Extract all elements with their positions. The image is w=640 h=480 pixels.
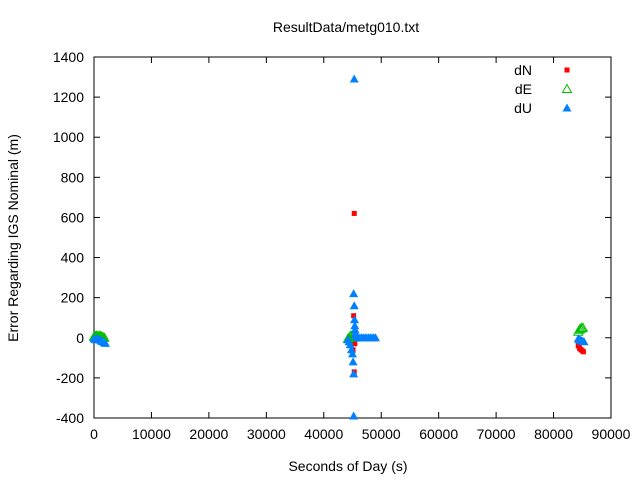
series-dU (89, 74, 589, 420)
y-tick-label: -400 (56, 410, 84, 426)
y-tick-label: -200 (56, 370, 84, 386)
x-tick-label: 0 (90, 426, 98, 442)
point-dN (351, 313, 357, 319)
y-tick-label: 400 (61, 250, 85, 266)
x-tick-label: 20000 (189, 426, 228, 442)
point-dN (351, 210, 357, 216)
y-tick-label: 1400 (53, 49, 84, 65)
x-tick-label: 90000 (592, 426, 631, 442)
point-dU (349, 74, 359, 83)
point-dU (579, 337, 589, 346)
point-dU (350, 325, 360, 334)
chart-legend: dN dE dU (514, 62, 573, 116)
legend-marker-dN (564, 67, 570, 73)
legend-label: dN (514, 62, 532, 78)
y-tick-label: 1200 (53, 89, 84, 105)
point-dE (574, 324, 585, 334)
y-tick-label: 200 (61, 290, 85, 306)
point-dU (349, 289, 359, 298)
chart-title: ResultData/metg010.txt (273, 19, 419, 35)
legend-marker-dE (561, 83, 573, 93)
y-tick-label: 800 (61, 169, 85, 185)
point-dU (100, 338, 110, 347)
series-dE (88, 322, 589, 343)
point-dU (345, 340, 355, 349)
point-dU (349, 411, 359, 420)
x-tick-label: 40000 (304, 426, 343, 442)
x-tick-label: 80000 (534, 426, 573, 442)
data-points (88, 74, 589, 420)
legend-marker-dU (562, 103, 572, 112)
x-tick-label: 60000 (419, 426, 458, 442)
y-tick-label: 1000 (53, 129, 84, 145)
x-tick-label: 70000 (477, 426, 516, 442)
point-dU (348, 349, 357, 358)
point-dN (352, 341, 358, 347)
legend-label: dE (515, 81, 532, 97)
point-dN (580, 349, 586, 355)
x-tick-label: 10000 (132, 426, 171, 442)
point-dE (575, 323, 586, 333)
x-tick-label: 50000 (362, 426, 401, 442)
point-dE (577, 322, 589, 332)
point-dU (350, 315, 360, 324)
x-axis-ticks: 0 10000 20000 30000 40000 50000 60000 70000 8000… (90, 57, 631, 442)
point-dU (370, 333, 380, 342)
x-tick-label: 30000 (247, 426, 286, 442)
y-tick-label: 600 (61, 209, 85, 225)
point-dU (349, 301, 359, 310)
point-dU (350, 321, 360, 330)
y-tick-label: 0 (76, 330, 84, 346)
y-axis-ticks: -400 -200 0 200 400 600 800 1000 1200 1400 (53, 49, 611, 426)
x-axis-label: Seconds of Day (s) (288, 458, 407, 474)
point-dU (349, 369, 359, 378)
point-dU (348, 357, 358, 366)
y-axis-label: Error Regarding IGS Nominal (m) (5, 134, 21, 342)
series-dN (92, 210, 586, 375)
legend-label: dU (514, 100, 532, 116)
